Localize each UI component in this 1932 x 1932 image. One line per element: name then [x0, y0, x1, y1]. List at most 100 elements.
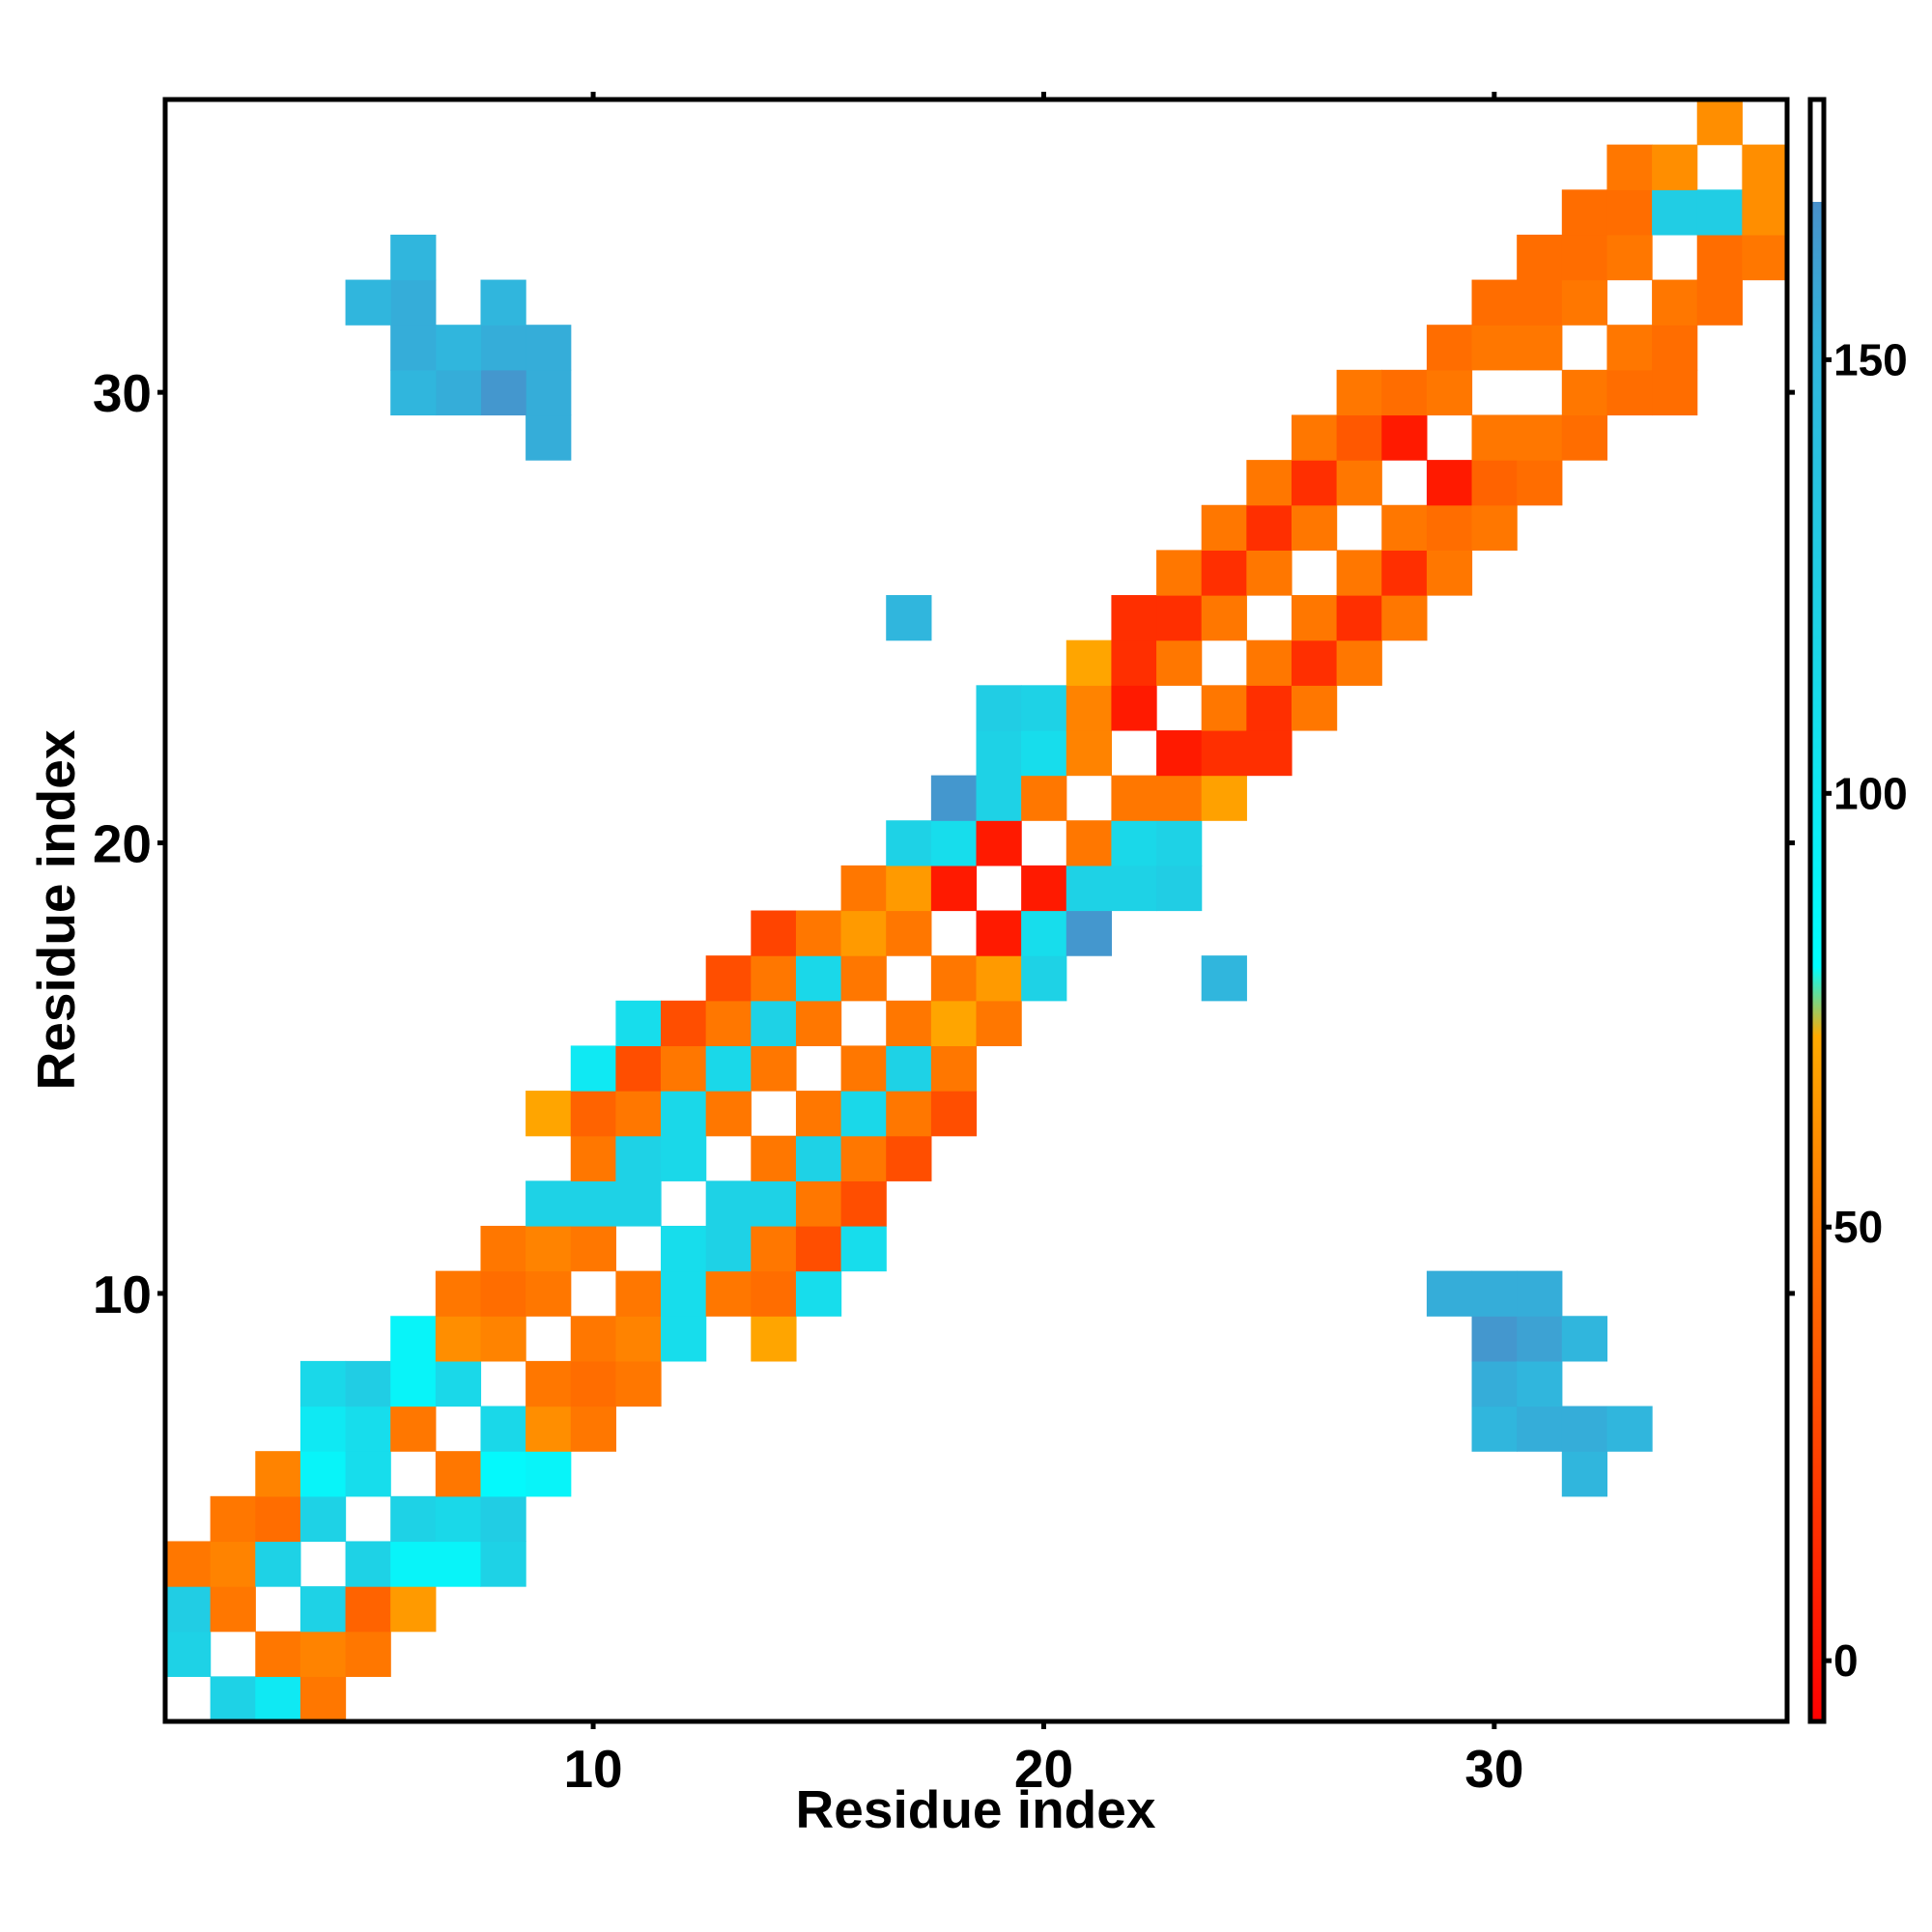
heatmap-cell — [795, 1091, 842, 1137]
heatmap-cell — [1291, 639, 1338, 686]
heatmap-cell — [1652, 279, 1698, 326]
heatmap-cell — [1471, 1270, 1518, 1317]
heatmap-cell — [526, 1451, 572, 1497]
heatmap-cell — [886, 1091, 932, 1137]
heatmap-cell — [976, 729, 1022, 777]
heatmap-cell — [886, 595, 932, 641]
heatmap-cell — [526, 1225, 572, 1272]
heatmap-cell — [840, 1180, 887, 1227]
colorbar-tick-label: 0 — [1833, 1635, 1859, 1686]
heatmap-cell — [1471, 1406, 1518, 1452]
heatmap-cell — [526, 1406, 572, 1452]
heatmap-cell — [1426, 325, 1473, 371]
heatmap-cell — [570, 1180, 616, 1227]
heatmap-cell — [526, 325, 572, 371]
heatmap-cell — [615, 1135, 662, 1181]
heatmap-cell — [1517, 279, 1563, 326]
x-tick-label: 30 — [1464, 1739, 1523, 1799]
heatmap-cell — [255, 1631, 301, 1677]
heatmap-cell — [1517, 1360, 1563, 1407]
heatmap-cell — [1021, 775, 1067, 821]
heatmap-cell — [165, 1586, 212, 1633]
heatmap-cell — [1021, 910, 1067, 956]
heatmap-cell — [480, 1451, 526, 1497]
heatmap-cell — [751, 1045, 797, 1092]
heatmap-cell — [1517, 325, 1563, 371]
heatmap-cell — [1156, 775, 1203, 821]
heatmap-cell — [570, 1406, 616, 1452]
heatmap-cell — [1517, 1406, 1563, 1452]
x-axis-title: Residue index — [796, 1779, 1156, 1839]
heatmap-cell — [480, 325, 526, 371]
heatmap-cell — [480, 1270, 526, 1317]
heatmap-cell — [976, 955, 1022, 1002]
heatmap-cell — [1201, 775, 1247, 821]
heatmap-cell — [299, 1406, 347, 1452]
heatmap-cell — [705, 1000, 752, 1047]
heatmap-cell — [1471, 1316, 1518, 1362]
y-tick-label: 30 — [93, 363, 152, 423]
heatmap-cell — [299, 1676, 347, 1722]
heatmap-cell — [1291, 685, 1338, 731]
heatmap-cell — [1696, 234, 1743, 281]
heatmap-cell — [435, 1316, 482, 1362]
heatmap-cell — [1246, 639, 1293, 686]
heatmap-cell — [661, 1045, 707, 1092]
heatmap-cell — [255, 1495, 301, 1543]
heatmap-cell — [526, 1091, 572, 1137]
heatmap-cell — [210, 1676, 256, 1722]
heatmap-cell — [795, 1000, 842, 1047]
heatmap-cell — [1561, 414, 1608, 461]
heatmap-cell — [1561, 1451, 1608, 1497]
heatmap-cell — [1111, 639, 1157, 686]
heatmap-cell — [390, 1541, 437, 1587]
heatmap-cell — [390, 234, 437, 281]
heatmap-cell — [840, 865, 887, 912]
heatmap-cell — [751, 1316, 797, 1362]
heatmap-cell — [299, 1631, 347, 1677]
y-axis-title: Residue index — [26, 729, 86, 1090]
heatmap-cell — [1111, 865, 1157, 912]
heatmap-cell — [1517, 234, 1563, 281]
heatmap-cell — [886, 910, 932, 956]
heatmap-cell — [1381, 504, 1428, 551]
heatmap-cell — [390, 1360, 437, 1407]
heatmap-cell — [1606, 144, 1653, 190]
heatmap-cell — [976, 685, 1022, 731]
heatmap-cell — [615, 1270, 662, 1317]
heatmap-cell — [1336, 460, 1382, 506]
heatmap-cell — [435, 369, 482, 416]
heatmap-cell — [1156, 820, 1203, 867]
heatmap-cell — [1111, 685, 1157, 731]
heatmap-cell — [930, 955, 978, 1002]
heatmap-cell — [1606, 1406, 1653, 1452]
heatmap-cell — [299, 1495, 347, 1543]
heatmap-cell — [1561, 279, 1608, 326]
heatmap-cell — [886, 1000, 932, 1047]
heatmap-cell — [705, 1225, 752, 1272]
heatmap-cell — [705, 1270, 752, 1317]
heatmap-cell — [299, 1360, 347, 1407]
heatmap-cell — [570, 1135, 616, 1181]
heatmap-cell — [661, 1225, 707, 1272]
heatmap-cell — [1696, 99, 1743, 146]
heatmap-cell — [390, 1586, 437, 1633]
heatmap-cell — [435, 1541, 482, 1587]
y-tick-label: 10 — [93, 1264, 152, 1324]
heatmap-cell — [1021, 685, 1067, 731]
heatmap-cell — [751, 1180, 797, 1227]
heatmap-cell — [345, 1631, 391, 1677]
heatmap-cell — [705, 955, 752, 1002]
heatmap-cell — [390, 369, 437, 416]
heatmap-cell — [976, 910, 1022, 956]
heatmap-cell — [299, 1586, 347, 1633]
heatmap-cell — [615, 1000, 662, 1047]
heatmap-cell — [165, 1541, 212, 1587]
heatmap-cell — [840, 1225, 887, 1272]
heatmap-cell — [299, 1451, 347, 1497]
heatmap-cell — [1291, 595, 1338, 641]
heatmap-cell — [480, 1316, 526, 1362]
heatmap-cell — [1111, 775, 1157, 821]
heatmap-cell — [840, 1135, 887, 1181]
